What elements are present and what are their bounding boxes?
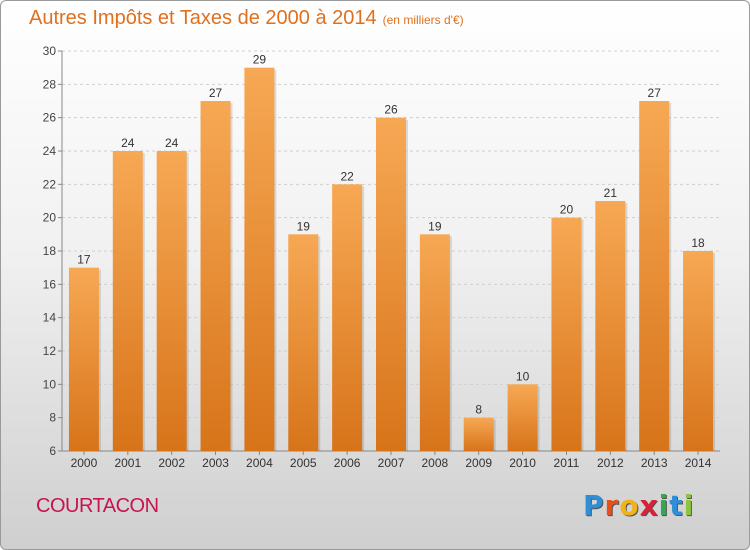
x-tick-label: 2011 [554, 456, 580, 470]
logo-letter: i [683, 489, 695, 522]
bar [683, 251, 714, 451]
chart-title: Autres Impôts et Taxes de 2000 à 2014 (en… [29, 7, 464, 30]
bar [156, 151, 187, 451]
logo-letter: o [619, 489, 640, 522]
y-tick-label: 20 [43, 211, 57, 225]
y-tick-label: 6 [49, 444, 56, 458]
x-tick-label: 2014 [685, 456, 712, 470]
bar [419, 234, 450, 451]
bar [507, 384, 538, 451]
logo-letter: P [583, 489, 605, 522]
y-tick-label: 22 [43, 177, 57, 191]
y-tick-label: 26 [43, 111, 57, 125]
logo-letter: r [604, 489, 620, 522]
y-tick-label: 8 [49, 411, 56, 425]
x-tick-labels: 2000 2001 2002 2003 2004 2005 2006 2007 2008 2009… [71, 456, 712, 470]
x-tick-label: 2002 [158, 456, 185, 470]
bar-value-label: 20 [560, 203, 574, 217]
bar [288, 234, 319, 451]
logo-letter: t [669, 489, 684, 522]
x-tick-label: 2010 [509, 456, 536, 470]
x-tick-label: 2006 [334, 456, 361, 470]
y-tick-labels: 6 8 10 12 14 16 18 20 22 24 26 28 30 [43, 44, 57, 458]
bar [595, 201, 626, 451]
x-tick-label: 2001 [114, 456, 141, 470]
bar [68, 267, 99, 451]
y-tick-label: 10 [43, 377, 57, 391]
commune-name: COURTACON [36, 495, 159, 517]
proxiti-logo[interactable]: Proxiti [583, 489, 694, 522]
bar-value-label: 24 [165, 136, 179, 150]
x-tick-label: 2009 [465, 456, 492, 470]
x-tick-label: 2003 [202, 456, 229, 470]
bar-value-label: 17 [77, 253, 91, 267]
bar [244, 67, 275, 452]
bar-value-label: 26 [384, 103, 398, 117]
bar [376, 117, 406, 452]
bar-value-label: 22 [340, 169, 354, 183]
logo-letter: x [639, 489, 659, 522]
x-tick-label: 2005 [290, 456, 317, 470]
chart-title-text: Autres Impôts et Taxes de 2000 à 2014 [29, 7, 377, 29]
bar-value-label: 19 [297, 219, 311, 233]
x-tick-label: 2004 [246, 456, 273, 470]
y-tick-label: 18 [43, 244, 57, 258]
bar-value-label: 27 [648, 86, 662, 100]
bar-value-label: 18 [691, 236, 705, 250]
logo-letter: i [658, 489, 670, 522]
x-tick-label: 2013 [641, 456, 668, 470]
x-tick-label: 2007 [378, 456, 405, 470]
bar-value-label: 8 [475, 403, 482, 417]
bar-value-label: 19 [428, 219, 442, 233]
bars [68, 67, 716, 452]
chart-unit: (en milliers d'€) [382, 13, 464, 27]
bar [639, 101, 670, 451]
bar [463, 417, 494, 451]
bar-value-label: 29 [253, 53, 267, 67]
bar [112, 151, 143, 451]
x-tick-label: 2008 [422, 456, 449, 470]
bar [332, 184, 363, 452]
bar [200, 101, 231, 451]
y-tick-label: 24 [43, 144, 57, 158]
y-tick-label: 12 [43, 344, 57, 358]
bar-value-label: 27 [209, 86, 223, 100]
y-tick-label: 28 [43, 77, 57, 91]
bar-value-label: 10 [516, 369, 530, 383]
y-tick-label: 14 [43, 311, 57, 325]
x-tick-label: 2000 [71, 456, 98, 470]
data-labels: 17 24 24 27 29 19 22 26 19 8 10 20 21 27 18 [77, 53, 705, 417]
bar-value-label: 21 [604, 186, 618, 200]
y-tick-label: 30 [43, 44, 57, 58]
bar [551, 217, 582, 451]
x-tick-label: 2012 [597, 456, 624, 470]
bar-value-label: 24 [121, 136, 135, 150]
y-tick-label: 16 [43, 277, 57, 291]
